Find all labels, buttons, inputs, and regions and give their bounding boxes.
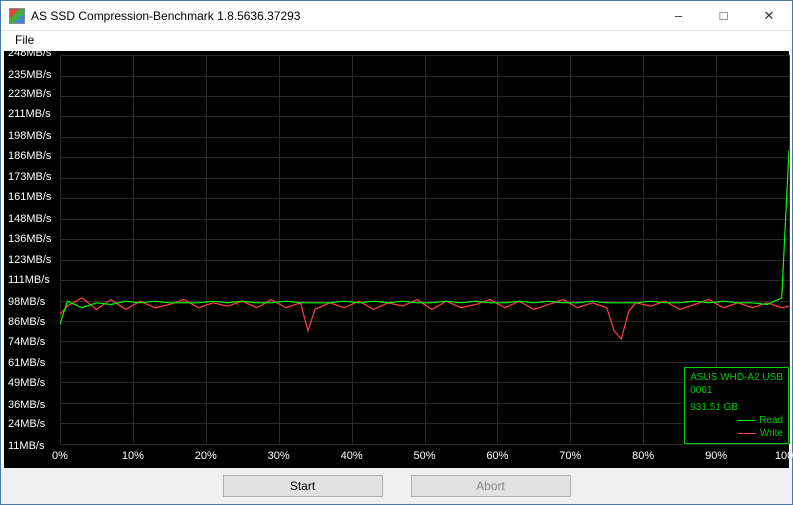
- y-tick-label: 223MB/s: [8, 88, 51, 100]
- plot-area: ASUS WHD-A2 USB 0001 931.51 GB Read Writ…: [60, 55, 789, 444]
- titlebar: AS SSD Compression-Benchmark 1.8.5636.37…: [1, 1, 792, 31]
- legend-firmware: 0001: [690, 384, 783, 397]
- button-bar: Start Abort: [1, 468, 792, 504]
- y-tick-label: 173MB/s: [8, 171, 51, 183]
- y-tick-label: 186MB/s: [8, 150, 51, 162]
- legend-write-row: Write: [690, 427, 783, 440]
- legend-device: ASUS WHD-A2 USB: [690, 371, 783, 384]
- chart-lines: [60, 55, 789, 444]
- legend-write-swatch: [738, 433, 756, 434]
- x-tick-label: 20%: [195, 450, 217, 462]
- y-tick-label: 49MB/s: [8, 377, 45, 389]
- legend-box: ASUS WHD-A2 USB 0001 931.51 GB Read Writ…: [684, 367, 789, 444]
- y-tick-label: 248MB/s: [8, 47, 51, 59]
- y-tick-label: 24MB/s: [8, 418, 45, 430]
- y-tick-label: 36MB/s: [8, 399, 45, 411]
- x-axis: 0%10%20%30%40%50%60%70%80%90%100%: [60, 444, 789, 468]
- y-tick-label: 111MB/s: [8, 274, 50, 286]
- legend-read-row: Read: [690, 414, 783, 427]
- y-tick-label: 98MB/s: [8, 296, 45, 308]
- app-window: AS SSD Compression-Benchmark 1.8.5636.37…: [0, 0, 793, 505]
- menubar: File: [1, 31, 792, 51]
- window-controls: – □ ✕: [656, 1, 792, 30]
- y-tick-label: 61MB/s: [8, 357, 45, 369]
- abort-button: Abort: [411, 475, 571, 497]
- y-tick-label: 11MB/s: [8, 440, 44, 452]
- close-button[interactable]: ✕: [746, 1, 792, 30]
- start-button[interactable]: Start: [223, 475, 383, 497]
- y-tick-label: 198MB/s: [8, 130, 51, 142]
- legend-read-label: Read: [759, 414, 783, 427]
- chart-area: 11MB/s 24MB/s 36MB/s 49MB/s 61MB/s 74MB/s 86MB…: [4, 51, 789, 468]
- y-tick-label: 161MB/s: [8, 191, 51, 203]
- y-axis: 11MB/s24MB/s36MB/s49MB/s61MB/s74MB/s86MB…: [4, 51, 60, 444]
- legend-capacity: 931.51 GB: [690, 401, 783, 414]
- x-tick-label: 100%: [775, 450, 793, 462]
- legend-read-swatch: [737, 420, 755, 421]
- gridline-v: [789, 55, 790, 444]
- x-tick-label: 70%: [559, 450, 581, 462]
- y-tick-label: 123MB/s: [8, 254, 51, 266]
- x-tick-label: 40%: [341, 450, 363, 462]
- x-tick-label: 90%: [705, 450, 727, 462]
- x-tick-label: 60%: [486, 450, 508, 462]
- app-icon: [9, 8, 25, 24]
- x-tick-label: 80%: [632, 450, 654, 462]
- minimize-button[interactable]: –: [656, 1, 701, 30]
- y-tick-label: 211MB/s: [8, 108, 51, 120]
- x-tick-label: 50%: [413, 450, 435, 462]
- y-tick-label: 136MB/s: [8, 233, 51, 245]
- y-tick-label: 235MB/s: [8, 69, 51, 81]
- x-tick-label: 0%: [52, 450, 68, 462]
- legend-write-label: Write: [760, 427, 783, 440]
- y-tick-label: 148MB/s: [8, 213, 51, 225]
- window-title: AS SSD Compression-Benchmark 1.8.5636.37…: [31, 9, 656, 23]
- maximize-button[interactable]: □: [701, 1, 746, 30]
- x-tick-label: 10%: [122, 450, 144, 462]
- y-tick-label: 86MB/s: [8, 316, 45, 328]
- y-tick-label: 74MB/s: [8, 336, 45, 348]
- x-tick-label: 30%: [268, 450, 290, 462]
